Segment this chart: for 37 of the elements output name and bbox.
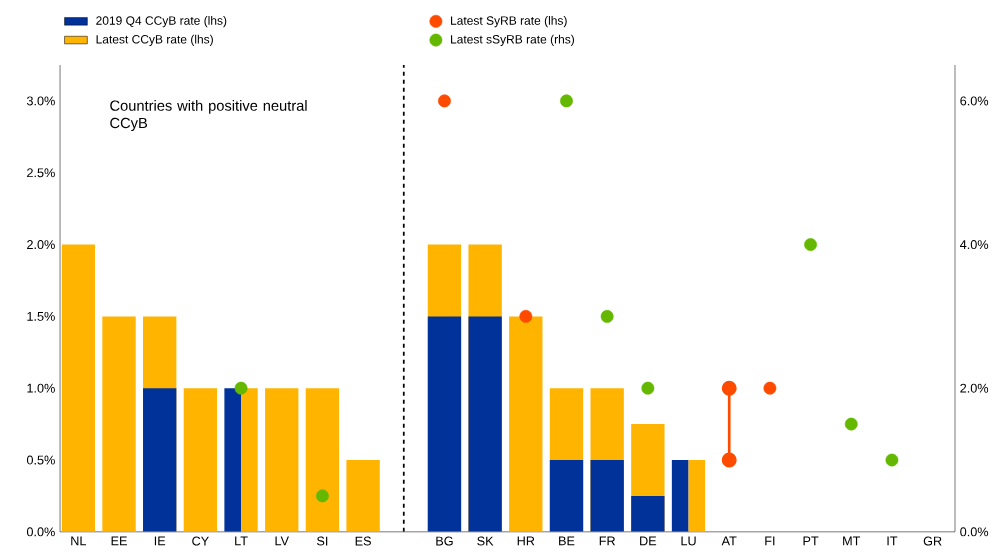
y2-tick-label: 0.0%: [960, 527, 989, 537]
y-tick-label: 0.0%: [26, 527, 55, 537]
y-tick-label: 2.5%: [27, 168, 55, 178]
legend-label: Latest CCyB rate (lhs): [96, 34, 213, 46]
y-tick-label: 0.5%: [26, 455, 55, 465]
x-tick-label: ES: [355, 536, 371, 546]
x-tick-label: EE: [111, 536, 127, 546]
x-tick-label: NL: [71, 536, 87, 546]
x-tick-label: LV: [275, 536, 289, 546]
y-tick-label: 1.0%: [27, 383, 55, 393]
legend-label: Latest sSyRB rate (rhs): [451, 34, 575, 46]
x-tick-label: BG: [436, 536, 453, 546]
y-tick-label: 3.0%: [26, 96, 55, 106]
y2-tick-label: 6.0%: [960, 96, 989, 106]
x-tick-label: FR: [599, 536, 616, 546]
x-tick-label: MT: [843, 536, 861, 546]
x-tick-label: LT: [235, 536, 248, 546]
x-tick-label: GR: [923, 536, 942, 546]
annotation: Countries with positive neutral CCyB: [110, 100, 307, 132]
x-tick-label: LU: [681, 536, 696, 546]
y2-tick-label: 2.0%: [960, 383, 989, 393]
y-tick-label: 2.0%: [27, 240, 55, 250]
x-tick-label: CY: [192, 536, 209, 546]
y2-tick-label: 4.0%: [959, 240, 989, 250]
x-tick-label: DE: [640, 536, 657, 546]
y-tick-label: 1.5%: [27, 312, 55, 321]
x-tick-label: IT: [887, 536, 898, 546]
x-tick-label: BE: [559, 536, 575, 546]
x-tick-label: SI: [317, 536, 328, 546]
x-tick-label: AT: [721, 536, 737, 546]
x-tick-label: HR: [517, 536, 535, 546]
x-tick-label: FI: [765, 536, 775, 546]
legend-label: Latest SyRB rate (lhs): [451, 16, 567, 28]
x-tick-label: SK: [477, 536, 494, 546]
x-tick-label: IE: [154, 536, 166, 546]
x-tick-label: PT: [803, 536, 819, 546]
legend-label: 2019 Q4 CCyB rate (lhs): [96, 16, 227, 28]
